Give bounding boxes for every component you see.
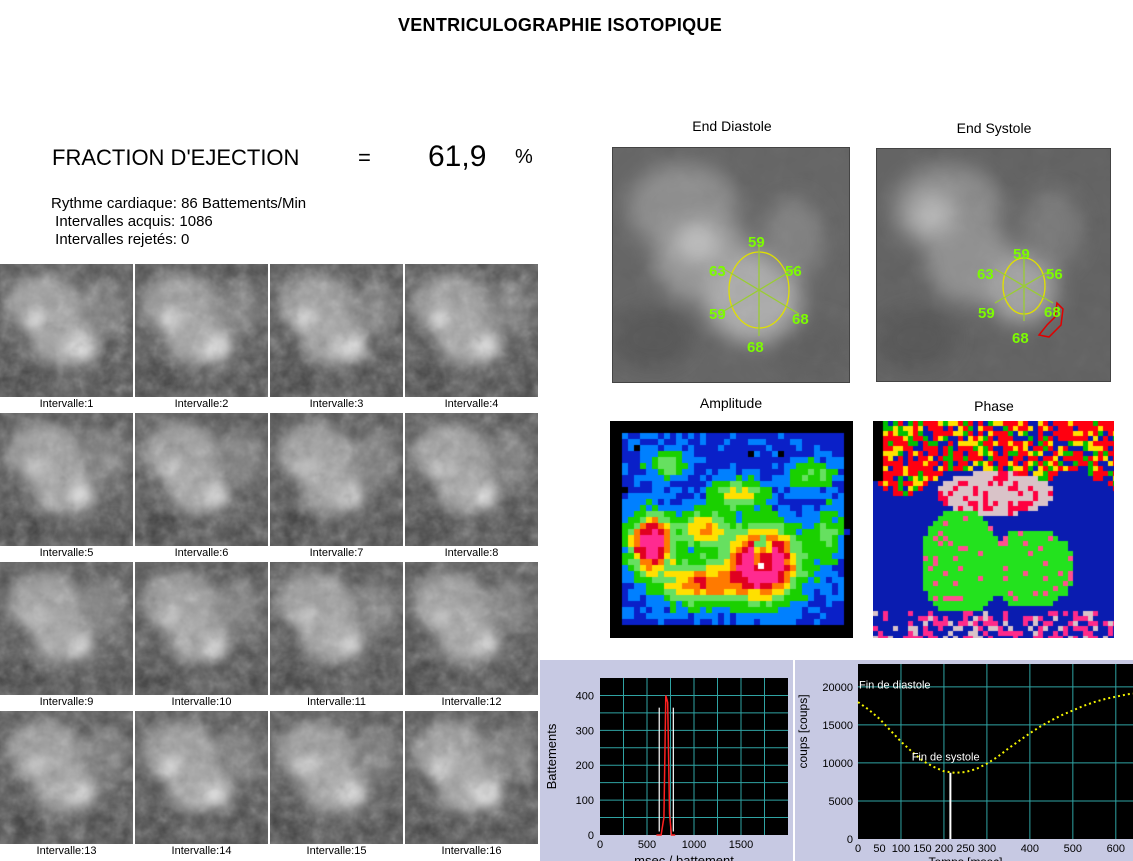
phase-map-canvas — [873, 421, 1114, 638]
phase-title: Phase — [974, 398, 1014, 414]
interval-frame-label: Intervalle:15 — [306, 845, 367, 857]
end-systole-image[interactable]: 59 56 68 68 59 63 — [876, 148, 1111, 382]
interval-frame-label: Intervalle:7 — [309, 547, 364, 559]
interval-frame-label: Intervalle:10 — [171, 696, 232, 708]
ed-segment-bottom: 68 — [747, 339, 764, 356]
interval-frame[interactable] — [135, 264, 268, 397]
activity-series — [857, 692, 1133, 774]
interval-frame[interactable] — [0, 562, 133, 695]
amplitude-map[interactable] — [610, 421, 853, 638]
histogram-y-label: Battements — [544, 723, 559, 789]
ed-segment-top: 59 — [748, 234, 765, 251]
interval-frame[interactable] — [405, 413, 538, 546]
histogram-chart: 0 100 200 300 400 0 500 1000 1500 msec / battemen… — [544, 678, 788, 861]
interval-frame[interactable] — [405, 711, 538, 844]
interval-frame[interactable] — [0, 264, 133, 397]
es-segment-upper-right: 56 — [1046, 266, 1063, 283]
activity-x-tick: 400 — [1021, 843, 1039, 855]
ed-segment-upper-left: 63 — [709, 263, 726, 280]
ejection-fraction-unit: % — [515, 146, 533, 168]
interval-frame-label: Intervalle:1 — [39, 398, 94, 410]
interval-frame-label: Intervalle:8 — [444, 547, 499, 559]
interval-frame[interactable] — [270, 413, 403, 546]
interval-frame[interactable] — [270, 264, 403, 397]
activity-x-tick: 150 — [913, 843, 931, 855]
interval-frame-label: Intervalle:14 — [171, 845, 232, 857]
histogram-x-tick: 0 — [597, 839, 603, 851]
intervals-acquired-text: Intervalles acquis: 1086 — [51, 213, 213, 230]
histogram-y-tick: 0 — [588, 830, 594, 842]
histogram-y-tick: 400 — [576, 690, 594, 702]
histogram-y-tick: 100 — [576, 795, 594, 807]
activity-x-tick: 250 — [956, 843, 974, 855]
end-diastole-annotation: Fin de diastole — [859, 679, 931, 691]
interval-frame[interactable] — [0, 711, 133, 844]
heart-rate-text: Rythme cardiaque: 86 Battements/Min — [51, 195, 307, 212]
interval-frame-label: Intervalle:12 — [441, 696, 502, 708]
activity-plot-area — [858, 664, 1133, 839]
activity-x-tick: 500 — [1064, 843, 1082, 855]
amplitude-map-canvas — [610, 421, 853, 638]
end-diastole-image[interactable]: 59 56 68 68 59 63 — [612, 147, 850, 383]
es-segment-lower-right: 68 — [1044, 304, 1061, 321]
activity-y-label: coups [coups] — [796, 694, 810, 768]
end-systole-annotation: Fin de systole — [912, 752, 980, 764]
interval-frame-label: Intervalle:3 — [309, 398, 364, 410]
activity-x-label: Temps [msec] — [928, 855, 1002, 861]
end-systole-title: End Systole — [956, 120, 1032, 136]
histogram-y-tick: 200 — [576, 760, 594, 772]
histogram-series — [656, 695, 676, 836]
interval-frame-label: Intervalle:9 — [39, 696, 94, 708]
activity-y-tick: 0 — [847, 834, 853, 846]
interval-frame[interactable] — [0, 413, 133, 546]
activity-x-tick: 100 — [892, 843, 910, 855]
activity-curve-chart: 0 5000 10000 15000 20000 0 50 100 150 200 250 300 40… — [796, 664, 1133, 861]
interval-frame[interactable] — [135, 413, 268, 546]
es-segment-lower-left: 59 — [978, 305, 995, 322]
ejection-fraction-equals: = — [358, 145, 371, 170]
activity-y-tick: 20000 — [822, 682, 853, 694]
ed-segment-lower-right: 68 — [792, 311, 809, 328]
es-segment-top: 59 — [1013, 246, 1030, 263]
activity-y-tick: 5000 — [829, 796, 853, 808]
ejection-fraction-label: FRACTION D'EJECTION — [52, 145, 300, 170]
es-segment-bottom: 68 — [1012, 330, 1029, 347]
interval-frame-label: Intervalle:6 — [174, 547, 229, 559]
interval-frame-label: Intervalle:4 — [444, 398, 499, 410]
histogram-x-label: msec / battement — [634, 853, 734, 861]
histogram-x-tick: 1500 — [729, 839, 753, 851]
interval-frame[interactable] — [270, 562, 403, 695]
es-segment-upper-left: 63 — [977, 266, 994, 283]
ed-segment-upper-right: 56 — [785, 263, 802, 280]
phase-map[interactable] — [873, 421, 1114, 638]
interval-frame-label: Intervalle:16 — [441, 845, 502, 857]
page-title: VENTRICULOGRAPHIE ISOTOPIQUE — [397, 15, 723, 35]
activity-x-tick: 0 — [855, 843, 861, 855]
activity-y-tick: 10000 — [822, 758, 853, 770]
interval-frame-label: Intervalle:13 — [36, 845, 97, 857]
interval-frame[interactable] — [270, 711, 403, 844]
ed-segment-lower-left: 59 — [709, 306, 726, 323]
interval-frame[interactable] — [405, 264, 538, 397]
interval-frame[interactable] — [135, 711, 268, 844]
activity-y-tick: 15000 — [822, 720, 853, 732]
interval-frame-label: Intervalle:5 — [39, 547, 94, 559]
histogram-y-tick: 300 — [576, 725, 594, 737]
activity-x-tick: 600 — [1107, 843, 1125, 855]
end-diastole-title: End Diastole — [692, 118, 772, 134]
interval-frame[interactable] — [405, 562, 538, 695]
interval-frame-label: Intervalle:11 — [306, 696, 367, 708]
ejection-fraction-value: 61,9 — [428, 140, 487, 173]
activity-x-tick: 50 — [873, 843, 885, 855]
activity-x-tick: 300 — [978, 843, 996, 855]
interval-frame[interactable] — [135, 562, 268, 695]
amplitude-title: Amplitude — [699, 395, 763, 411]
interval-frame-label: Intervalle:2 — [174, 398, 229, 410]
intervals-rejected-text: Intervalles rejetés: 0 — [51, 231, 190, 248]
histogram-x-tick: 1000 — [682, 839, 706, 851]
activity-x-tick: 200 — [935, 843, 953, 855]
histogram-x-tick: 500 — [638, 839, 656, 851]
